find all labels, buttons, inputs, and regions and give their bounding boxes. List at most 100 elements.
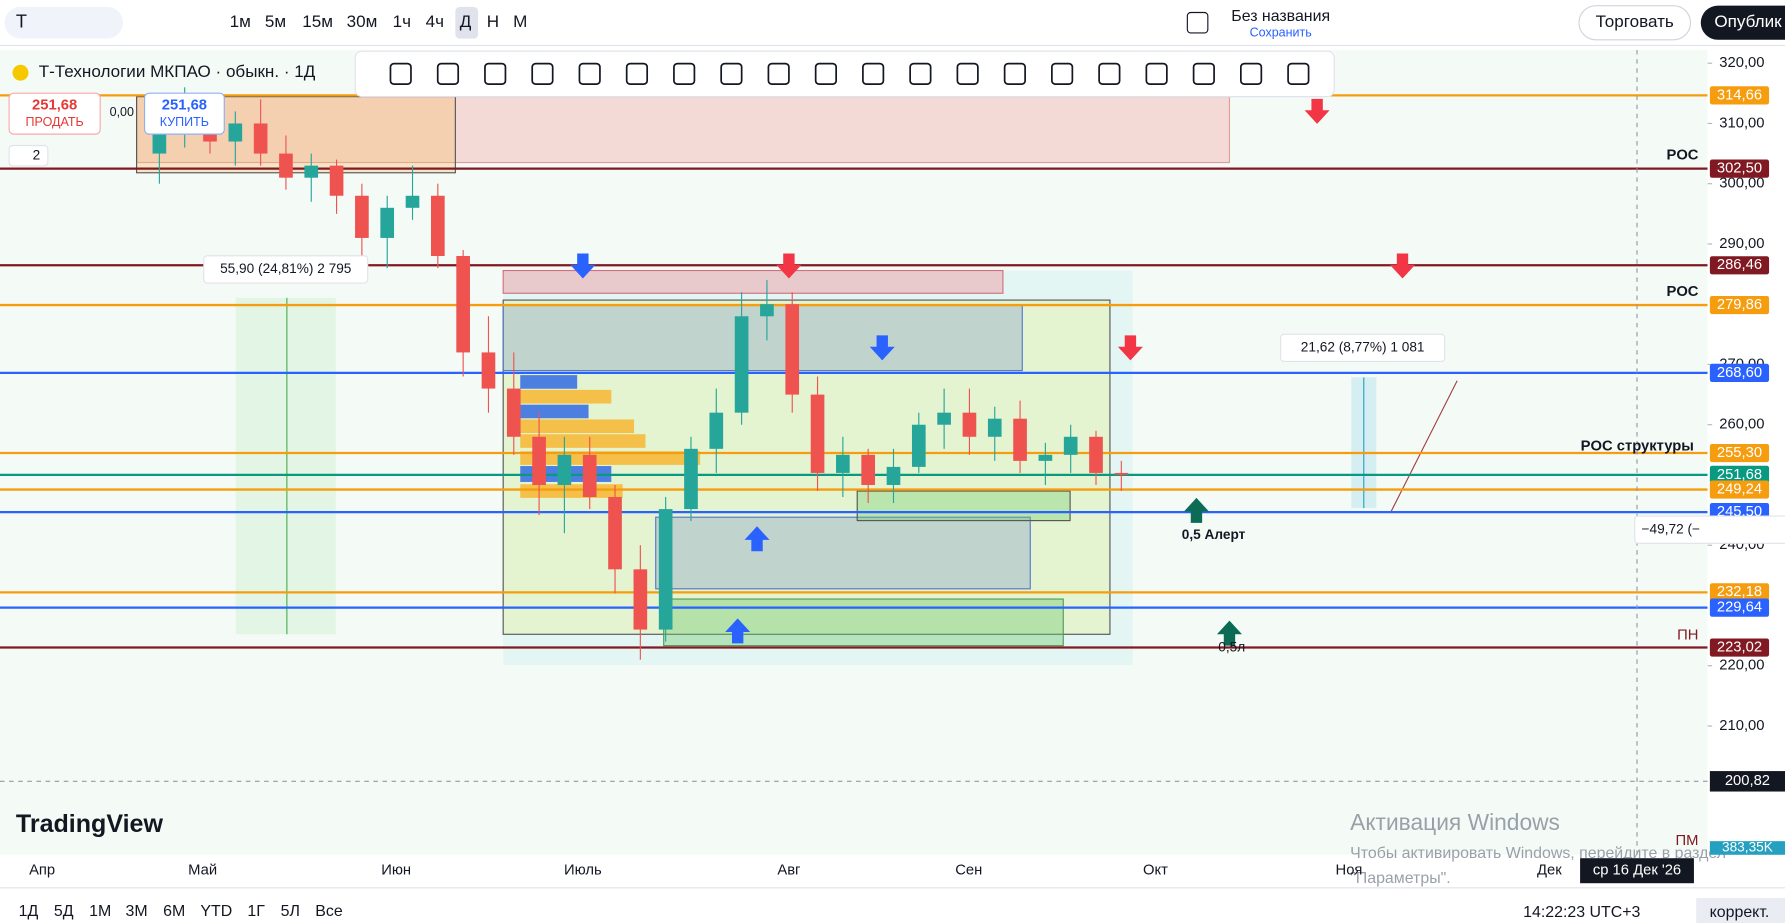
adjust-button[interactable]	[1696, 897, 1785, 923]
range-button[interactable]: 1Д	[19, 903, 39, 920]
range-button[interactable]: YTD	[200, 903, 232, 920]
drawing-tools	[389, 62, 1310, 85]
tool-icon[interactable]	[814, 62, 838, 85]
layout-icon[interactable]	[1186, 11, 1209, 34]
tool-icon[interactable]	[1287, 62, 1310, 85]
range-button[interactable]: Все	[315, 903, 343, 920]
tool-icon[interactable]	[1003, 62, 1026, 85]
annotation-box	[1634, 515, 1785, 544]
interval-active	[455, 6, 479, 39]
price-tag	[1709, 159, 1770, 178]
signal-arrow	[776, 253, 802, 279]
candle-body	[886, 466, 901, 485]
tool-icon[interactable]	[1051, 62, 1074, 85]
candle-body	[329, 165, 344, 196]
sell-button[interactable]	[8, 92, 101, 135]
sell-price[interactable]: 251,68	[32, 98, 77, 114]
volume-profile	[520, 375, 701, 498]
indicators-count[interactable]: 2	[33, 147, 41, 162]
interval-button[interactable]: Н	[487, 12, 499, 31]
signal-arrow	[570, 253, 596, 279]
publish-button[interactable]	[1700, 5, 1785, 40]
price-tag	[1709, 363, 1770, 382]
zone	[136, 96, 1231, 164]
annotation: ПМ	[1676, 833, 1699, 849]
candle-body	[760, 304, 774, 317]
interval-button[interactable]: 1ч	[393, 12, 411, 31]
x-tick-label: Авг	[777, 863, 800, 879]
trade-button-text[interactable]: Торговать	[1596, 12, 1674, 31]
y-tick-label: 290,00	[1719, 236, 1764, 252]
annotation: POC	[1666, 148, 1698, 164]
candle-body	[253, 123, 268, 154]
tool-icon[interactable]	[1192, 62, 1215, 85]
adjust-text[interactable]: коррект.	[1710, 904, 1770, 921]
tool-icon[interactable]	[767, 62, 790, 85]
x-tick-label: Июн	[381, 863, 411, 879]
candle-body	[734, 316, 749, 413]
tool-icon[interactable]	[1145, 62, 1168, 85]
publish-button-text[interactable]: Опублик	[1714, 12, 1782, 31]
candle-body	[962, 412, 977, 437]
signal-arrow	[1183, 497, 1209, 523]
buy-button[interactable]	[144, 92, 225, 135]
buy-price[interactable]: 251,68	[162, 98, 207, 114]
price-tag-label: 314,66	[1717, 87, 1762, 103]
tool-icon[interactable]	[956, 62, 979, 85]
candle-body	[380, 207, 395, 238]
tool-icon[interactable]	[1239, 62, 1263, 85]
candle-body	[1013, 418, 1027, 461]
tool-icon[interactable]	[862, 62, 885, 85]
volume-label: 383,35K	[1722, 840, 1773, 855]
tool-icon[interactable]	[484, 62, 507, 85]
indicators-toggle[interactable]	[8, 144, 49, 167]
tool-icon[interactable]	[673, 62, 696, 85]
buy-label[interactable]: КУПИТЬ	[160, 115, 209, 129]
price-tag-label: 251,68	[1717, 467, 1762, 483]
measure-zone	[235, 297, 336, 635]
tool-icon[interactable]	[909, 62, 932, 85]
tool-icon[interactable]	[578, 62, 601, 85]
range-button[interactable]: 1М	[89, 903, 111, 920]
tool-icon[interactable]	[1098, 62, 1121, 85]
interval-button[interactable]: 4ч	[426, 12, 444, 31]
layout-name[interactable]: Без названия	[1231, 8, 1330, 25]
crosshair-price: 200,82	[1725, 773, 1770, 789]
price-tag-label: 302,50	[1717, 161, 1762, 177]
candle-body	[456, 256, 470, 353]
annotation-box	[1280, 333, 1446, 363]
watermark-line: Чтобы активировать Windows, перейдите в …	[1350, 845, 1726, 862]
interval-button[interactable]: 30м	[347, 12, 378, 31]
candle-body	[532, 436, 546, 485]
save-button[interactable]: Сохранить	[1250, 25, 1312, 39]
candle-body	[937, 412, 951, 425]
vp-bar	[520, 484, 623, 498]
symbol-search-text[interactable]: Т	[16, 12, 27, 32]
zone	[655, 516, 1031, 590]
annotation-box	[203, 255, 369, 284]
range-button[interactable]: 5Д	[54, 903, 74, 920]
tool-icon[interactable]	[389, 62, 412, 85]
tool-icon[interactable]	[531, 62, 554, 85]
annotation: 0,5л	[1218, 640, 1245, 655]
price-tag	[1709, 295, 1770, 315]
range-button[interactable]: 1Г	[247, 903, 265, 920]
tool-icon[interactable]	[625, 62, 649, 85]
interval-button[interactable]: 1м	[230, 12, 251, 31]
symbol-search[interactable]	[4, 6, 123, 39]
sell-label[interactable]: ПРОДАТЬ	[26, 115, 84, 129]
interval-button[interactable]: М	[513, 12, 527, 31]
interval-button[interactable]: 5м	[265, 12, 286, 31]
range-button[interactable]: 6М	[163, 903, 185, 920]
trade-button[interactable]	[1578, 5, 1692, 41]
interval-button[interactable]: 15м	[302, 12, 333, 31]
time-axis	[0, 854, 1785, 887]
interval-button[interactable]: Д	[460, 12, 472, 31]
tool-icon[interactable]	[436, 62, 460, 85]
logo: TradingView	[16, 810, 164, 838]
range-button[interactable]: 3М	[126, 903, 148, 920]
range-button[interactable]: 5Л	[281, 903, 300, 920]
tool-icon[interactable]	[720, 62, 743, 85]
candle-body	[279, 153, 293, 178]
annotation: POC	[1666, 284, 1698, 300]
